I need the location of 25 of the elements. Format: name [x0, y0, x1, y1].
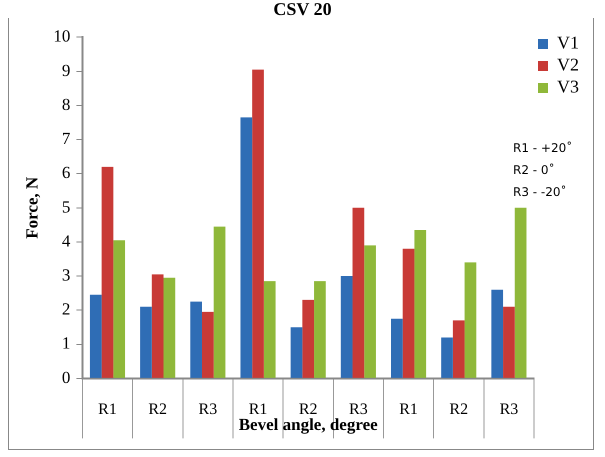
annotation: R3 - -20˚	[513, 185, 567, 200]
y-tick-label: 4	[62, 231, 71, 250]
y-tick-label: 2	[62, 300, 70, 319]
y-tick-label: 6	[62, 163, 70, 182]
y-axis-title: Force, N	[22, 176, 42, 239]
x-tick-label: R3	[500, 401, 518, 418]
legend-label: V1	[557, 32, 579, 53]
y-tick-label: 10	[53, 26, 70, 46]
x-tick-label: R2	[449, 401, 468, 418]
annotation: R1 - +20˚	[513, 141, 572, 156]
x-tick-label: R2	[148, 401, 168, 418]
legend-label: V2	[557, 54, 579, 75]
y-tick-label: 3	[62, 266, 70, 285]
y-tick-label: 5	[62, 197, 70, 216]
y-tick-label: 1	[62, 334, 70, 353]
y-tick-label: 8	[62, 94, 70, 114]
y-tick-label: 9	[62, 60, 70, 80]
annotation: R2 - 0˚	[513, 163, 555, 178]
chart-title: CSV 20	[0, 0, 605, 19]
x-tick-label: R1	[98, 401, 117, 418]
x-tick-label: R1	[399, 401, 418, 418]
legend-label: V3	[557, 76, 579, 97]
y-tick-label: 7	[62, 129, 71, 148]
y-tick-label: 0	[62, 368, 70, 387]
x-tick-label: R3	[198, 401, 218, 418]
